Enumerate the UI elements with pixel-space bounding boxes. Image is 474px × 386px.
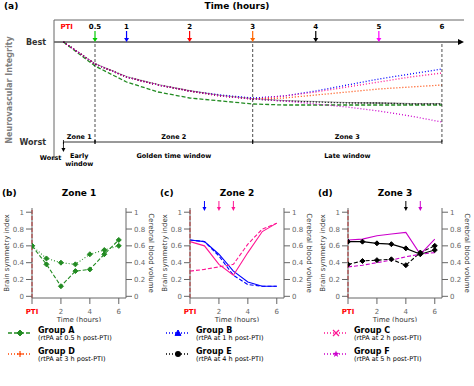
svg-text:0.2: 0.2	[450, 276, 461, 284]
html-text:(d): (d)	[318, 188, 333, 198]
svg-text:Time (hours): Time (hours)	[56, 316, 102, 322]
html-text:(a): (a)	[4, 1, 19, 11]
svg-text:5: 5	[376, 23, 381, 31]
svg-text:Time (hours): Time (hours)	[372, 316, 418, 322]
svg-text:Worst: Worst	[19, 138, 46, 147]
svg-text:6: 6	[117, 308, 122, 316]
svg-text:Zone 3: Zone 3	[335, 133, 360, 141]
svg-text:Earlywindow: Earlywindow	[65, 152, 93, 168]
svg-text:4: 4	[404, 308, 409, 316]
html-text:(rtPA at 5 h post-PTI): (rtPA at 5 h post-PTI)	[354, 354, 422, 363]
svg-text:0.2: 0.2	[13, 276, 24, 284]
html-text:Group B: Group B	[196, 326, 233, 335]
svg-text:0: 0	[336, 293, 340, 301]
html-text:Group C: Group C	[354, 326, 391, 335]
svg-text:Brain symmetry index: Brain symmetry index	[319, 214, 327, 291]
svg-text:1: 1	[178, 209, 182, 217]
svg-text:Best: Best	[26, 38, 46, 47]
svg-text:2: 2	[375, 308, 379, 316]
svg-text:Cerebral blood volume: Cerebral blood volume	[305, 213, 313, 293]
svg-text:2: 2	[187, 23, 192, 31]
svg-text:0.4: 0.4	[450, 259, 462, 267]
svg-text:Golden time window: Golden time window	[136, 152, 211, 160]
html-text:(b): (b)	[2, 188, 17, 198]
svg-text:Brain symmetry index: Brain symmetry index	[161, 214, 169, 291]
svg-text:PTI: PTI	[342, 308, 355, 316]
svg-text:0.4: 0.4	[13, 259, 25, 267]
svg-text:0.2: 0.2	[292, 276, 303, 284]
svg-text:0.8: 0.8	[13, 226, 24, 234]
svg-text:0: 0	[292, 293, 296, 301]
svg-text:Late window: Late window	[324, 152, 370, 160]
html-text:Time (hours): Time (hours)	[204, 1, 270, 11]
svg-text:0.6: 0.6	[171, 242, 183, 250]
svg-text:0: 0	[134, 293, 138, 301]
svg-text:1: 1	[336, 209, 340, 217]
svg-text:2: 2	[217, 308, 221, 316]
svg-text:Zone 1: Zone 1	[67, 133, 92, 141]
svg-text:0.8: 0.8	[450, 226, 461, 234]
svg-text:0.2: 0.2	[171, 276, 182, 284]
html-text:(rtPA at 2 h post-PTI): (rtPA at 2 h post-PTI)	[354, 334, 422, 343]
svg-text:2: 2	[59, 308, 63, 316]
svg-text:1: 1	[450, 209, 454, 217]
svg-text:0.4: 0.4	[134, 259, 146, 267]
svg-text:Cerebral blood volume: Cerebral blood volume	[463, 213, 466, 293]
svg-text:0.4: 0.4	[292, 259, 304, 267]
svg-text:1: 1	[20, 209, 24, 217]
html-text:Zone 3: Zone 3	[377, 188, 413, 198]
svg-text:Time (hours): Time (hours)	[214, 316, 260, 322]
svg-text:6: 6	[439, 23, 444, 31]
svg-text:4: 4	[313, 23, 318, 31]
html-text:(rtPA at 0.5 h post-PTI): (rtPA at 0.5 h post-PTI)	[38, 334, 112, 343]
html-text:Zone 2: Zone 2	[219, 188, 255, 198]
svg-text:6: 6	[433, 308, 438, 316]
svg-text:0: 0	[20, 293, 24, 301]
svg-text:PTI: PTI	[60, 23, 73, 31]
svg-text:0: 0	[178, 293, 182, 301]
html-text:Group E: Group E	[196, 346, 232, 356]
svg-text:3: 3	[250, 23, 255, 31]
html-text:Group A: Group A	[38, 326, 75, 335]
svg-text:Cerebral blood volume: Cerebral blood volume	[147, 213, 155, 293]
svg-text:0.6: 0.6	[450, 242, 462, 250]
html-text:(c): (c)	[160, 188, 174, 198]
svg-text:0.6: 0.6	[13, 242, 25, 250]
html-text:(rtPA at 3 h post-PTI): (rtPA at 3 h post-PTI)	[38, 354, 106, 363]
svg-text:0.5: 0.5	[89, 23, 102, 31]
html-text:(rtPA at 4 h post-PTI): (rtPA at 4 h post-PTI)	[196, 354, 264, 363]
svg-text:1: 1	[292, 209, 296, 217]
svg-text:0.8: 0.8	[171, 226, 182, 234]
svg-text:1: 1	[124, 23, 129, 31]
svg-text:PTI: PTI	[184, 308, 197, 316]
svg-text:4: 4	[88, 308, 93, 316]
svg-text:0.4: 0.4	[329, 259, 341, 267]
svg-text:0.8: 0.8	[329, 226, 340, 234]
svg-text:Worst: Worst	[40, 154, 62, 162]
html-text:Group F: Group F	[354, 346, 390, 356]
svg-text:0.8: 0.8	[292, 226, 303, 234]
svg-text:0.6: 0.6	[292, 242, 304, 250]
svg-text:0.4: 0.4	[171, 259, 183, 267]
html-text:(rtPA at 1 h post-PTI): (rtPA at 1 h post-PTI)	[196, 334, 264, 343]
svg-text:Zone 2: Zone 2	[161, 133, 186, 141]
svg-text:0: 0	[450, 293, 454, 301]
svg-text:6: 6	[275, 308, 280, 316]
svg-text:PTI: PTI	[26, 308, 39, 316]
html-text:Group D: Group D	[38, 346, 75, 356]
html-text:Zone 1: Zone 1	[61, 188, 97, 198]
svg-text:0.6: 0.6	[329, 242, 341, 250]
svg-text:0.8: 0.8	[134, 226, 145, 234]
svg-text:Brain symmetry index: Brain symmetry index	[8, 214, 11, 291]
svg-text:Neurovascular Integrity: Neurovascular Integrity	[8, 36, 14, 144]
svg-text:0.6: 0.6	[134, 242, 146, 250]
svg-text:0.2: 0.2	[329, 276, 340, 284]
svg-text:4: 4	[246, 308, 251, 316]
svg-text:1: 1	[134, 209, 138, 217]
svg-text:0.2: 0.2	[134, 276, 145, 284]
